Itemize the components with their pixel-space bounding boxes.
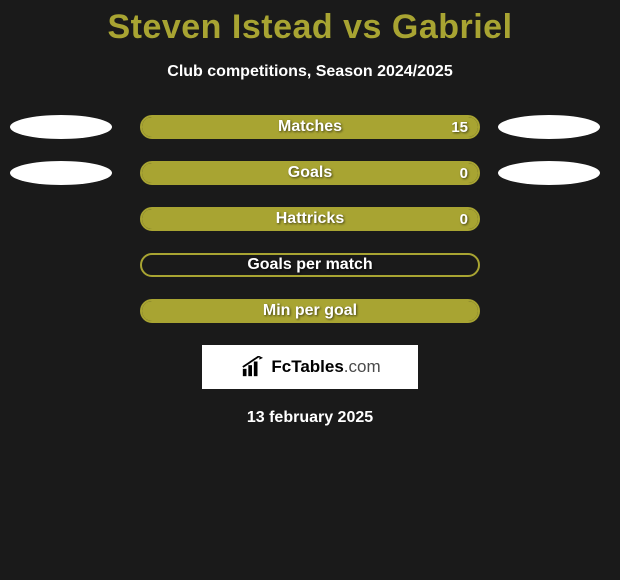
stat-bar: Goals 0 xyxy=(140,161,480,185)
stat-label: Goals per match xyxy=(247,256,372,274)
stat-label: Hattricks xyxy=(276,210,344,228)
logo-text: FcTables.com xyxy=(271,357,380,377)
page-subtitle: Club competitions, Season 2024/2025 xyxy=(0,63,620,81)
logo-ext: .com xyxy=(344,357,381,376)
player-right-photo-placeholder xyxy=(498,161,600,185)
stat-label: Min per goal xyxy=(263,302,357,320)
snapshot-date: 13 february 2025 xyxy=(0,409,620,427)
stat-bar: Hattricks 0 xyxy=(140,207,480,231)
stat-row: Goals 0 xyxy=(0,161,620,185)
page-title: Steven Istead vs Gabriel xyxy=(0,0,620,47)
comparison-infographic: Steven Istead vs Gabriel Club competitio… xyxy=(0,0,620,427)
stat-value-right: 15 xyxy=(451,119,468,136)
player-left-photo-placeholder xyxy=(10,115,112,139)
stat-label: Matches xyxy=(278,118,342,136)
stat-value-right: 0 xyxy=(460,165,468,182)
stat-bar: Goals per match xyxy=(140,253,480,277)
source-logo: FcTables.com xyxy=(202,345,418,389)
stat-row: Goals per match xyxy=(0,253,620,277)
stat-bar: Matches 15 xyxy=(140,115,480,139)
logo-main: FcTables xyxy=(271,357,343,376)
stat-value-right: 0 xyxy=(460,211,468,228)
player-right-photo-placeholder xyxy=(498,115,600,139)
stat-rows: Matches 15 Goals 0 Hattricks 0 xyxy=(0,115,620,323)
stat-bar: Min per goal xyxy=(140,299,480,323)
bar-chart-icon xyxy=(239,356,265,378)
player-left-photo-placeholder xyxy=(10,161,112,185)
stat-label: Goals xyxy=(288,164,332,182)
stat-row: Hattricks 0 xyxy=(0,207,620,231)
stat-row: Min per goal xyxy=(0,299,620,323)
stat-row: Matches 15 xyxy=(0,115,620,139)
